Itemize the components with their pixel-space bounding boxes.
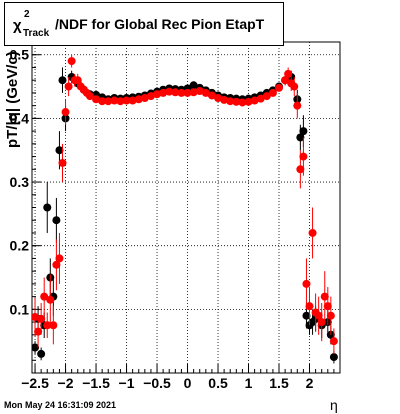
data-point-red <box>52 260 61 269</box>
data-point-red <box>165 87 174 96</box>
data-point-red <box>308 228 317 237</box>
data-point-red <box>177 88 186 97</box>
data-point-black <box>55 146 64 155</box>
data-point-red <box>250 96 259 105</box>
x-tick-label: 0 <box>184 375 192 391</box>
x-tick-label: 2 <box>306 375 314 391</box>
x-tick-label: −2 <box>58 375 74 391</box>
data-point-red <box>64 82 73 91</box>
data-point-red <box>275 83 284 92</box>
x-tick-label: −1.5 <box>82 375 110 391</box>
data-point-red <box>92 95 101 104</box>
data-point-red <box>290 82 299 91</box>
data-point-red <box>268 88 277 97</box>
chart-title-text: /NDF for Global Rec Pion EtapT <box>55 16 265 32</box>
data-point-red <box>171 88 180 97</box>
data-point-black <box>302 311 311 320</box>
chart-title-box: χ 2 Track /NDF for Global Rec Pion EtapT <box>4 2 284 46</box>
data-point-red <box>146 92 155 101</box>
data-point-red <box>134 95 143 104</box>
data-point-red <box>183 88 192 97</box>
data-point-black <box>329 353 338 362</box>
data-point-red <box>284 69 293 78</box>
y-axis-label: pT/|q| (GeV/c) <box>4 51 24 154</box>
data-point-black <box>32 343 40 352</box>
title-chi-symbol: χ <box>13 17 22 34</box>
title-superscript: 2 <box>24 9 30 20</box>
data-point-black <box>52 216 61 225</box>
x-tick-label: 1 <box>245 375 253 391</box>
x-tick-label: 1.5 <box>269 375 289 391</box>
data-point-red <box>244 97 253 106</box>
data-point-red <box>140 94 149 103</box>
y-tick-label: 0.1 <box>10 301 30 317</box>
data-point-red <box>207 91 216 100</box>
data-point-red <box>302 279 311 288</box>
data-point-red <box>305 302 314 311</box>
data-point-black <box>299 127 308 136</box>
data-point-red <box>293 101 302 110</box>
x-tick-label: −2.5 <box>21 375 49 391</box>
data-point-red <box>262 92 271 101</box>
y-tick-label: 0.4 <box>10 110 30 126</box>
data-point-red <box>189 88 198 97</box>
data-point-black <box>43 203 52 212</box>
data-point-red <box>323 302 332 311</box>
x-tick-label: 0.5 <box>208 375 228 391</box>
data-point-red <box>116 97 125 106</box>
data-point-red <box>46 295 55 304</box>
data-point-red <box>226 97 235 106</box>
data-point-red <box>122 96 131 105</box>
footer-timestamp: Mon May 24 16:31:09 2021 <box>4 400 117 410</box>
y-tick-label: 0.2 <box>10 238 30 254</box>
data-point-red <box>214 94 223 103</box>
data-point-red <box>281 76 290 85</box>
data-point-red <box>153 90 162 99</box>
data-point-red <box>320 292 329 301</box>
data-point-red <box>67 57 76 66</box>
data-point-black <box>189 81 198 90</box>
data-point-red <box>326 311 335 320</box>
data-point-red <box>61 108 70 117</box>
title-subscript: Track <box>23 28 50 39</box>
data-point-red <box>34 327 43 336</box>
data-point-red <box>314 311 323 320</box>
data-point-red <box>73 76 82 85</box>
data-point-red <box>195 87 204 96</box>
x-axis-label: η <box>330 397 338 413</box>
data-point-red <box>128 96 137 105</box>
x-tick-label: −0.5 <box>143 375 171 391</box>
data-point-red <box>110 96 119 105</box>
data-point-red <box>238 98 247 107</box>
data-point-red <box>220 95 229 104</box>
data-point-red <box>256 94 265 103</box>
data-point-red <box>55 254 64 263</box>
data-point-red <box>43 321 52 330</box>
data-point-red <box>299 152 308 161</box>
data-point-red <box>329 337 338 346</box>
data-point-red <box>37 314 46 323</box>
y-axis-label-text: pT/|q| (GeV/c) <box>4 51 21 148</box>
data-point-red <box>58 158 67 167</box>
data-point-red <box>85 92 94 101</box>
data-point-red <box>49 321 58 330</box>
data-point-red <box>104 97 113 106</box>
data-point-black <box>37 349 46 358</box>
data-point-red <box>201 88 210 97</box>
data-point-red <box>40 292 49 301</box>
data-point-red <box>232 97 241 106</box>
data-point-red <box>317 318 326 327</box>
data-point-red <box>296 165 305 174</box>
data-point-black <box>58 76 67 85</box>
x-tick-label: −1 <box>119 375 135 391</box>
data-point-black <box>296 133 305 142</box>
y-tick-label: 0.5 <box>10 47 30 63</box>
y-tick-label: 0.3 <box>10 174 30 190</box>
data-point-red <box>159 88 168 97</box>
data-point-red <box>98 97 107 106</box>
